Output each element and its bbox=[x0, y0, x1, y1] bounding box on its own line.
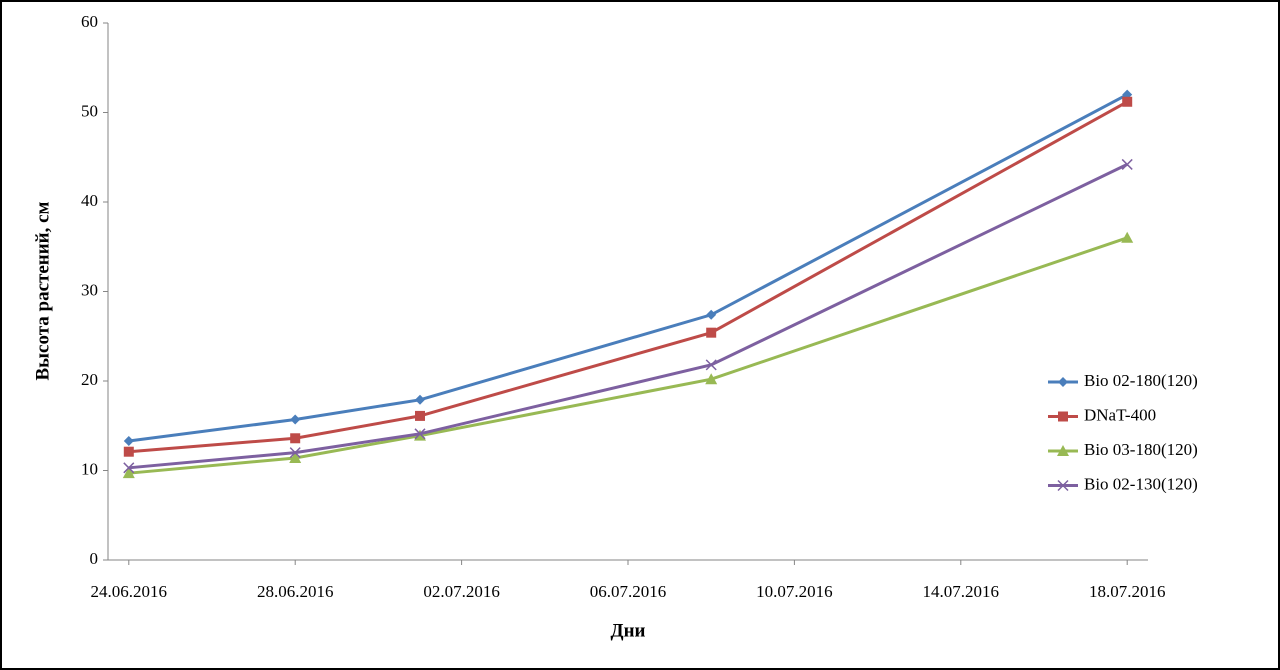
marker bbox=[123, 462, 135, 474]
y-tick-label: 40 bbox=[81, 191, 98, 210]
marker bbox=[414, 428, 426, 440]
x-tick-label: 24.06.2016 bbox=[91, 582, 168, 601]
x-tick-label: 10.07.2016 bbox=[756, 582, 833, 601]
y-tick-label: 20 bbox=[81, 370, 98, 389]
y-tick-label: 10 bbox=[81, 459, 98, 478]
marker bbox=[122, 467, 135, 479]
marker bbox=[123, 435, 134, 446]
x-tick-label: 06.07.2016 bbox=[590, 582, 667, 601]
x-axis-title: Дни bbox=[611, 620, 646, 641]
marker bbox=[705, 373, 718, 385]
marker bbox=[290, 433, 301, 444]
marker bbox=[706, 327, 717, 338]
marker bbox=[1057, 445, 1069, 456]
marker bbox=[1121, 231, 1134, 243]
legend-label: DNaT-400 bbox=[1084, 405, 1156, 424]
y-tick-label: 50 bbox=[81, 101, 98, 120]
marker bbox=[415, 410, 425, 421]
legend-label: Bio 02-130(120) bbox=[1084, 474, 1198, 493]
marker bbox=[289, 451, 302, 463]
marker bbox=[1058, 377, 1068, 387]
marker bbox=[1121, 158, 1133, 170]
y-tick-label: 30 bbox=[81, 280, 98, 299]
marker bbox=[289, 447, 301, 459]
marker bbox=[705, 359, 717, 371]
marker bbox=[1057, 479, 1069, 492]
x-tick-label: 18.07.2016 bbox=[1089, 582, 1166, 601]
x-tick-label: 28.06.2016 bbox=[257, 582, 334, 601]
legend-label: Bio 02-180(120) bbox=[1084, 371, 1198, 390]
y-axis-title: Высота растений, см bbox=[32, 201, 53, 380]
marker bbox=[1122, 96, 1133, 107]
marker bbox=[415, 394, 425, 405]
marker bbox=[290, 414, 301, 425]
x-tick-label: 14.07.2016 bbox=[923, 582, 1000, 601]
marker bbox=[706, 309, 717, 320]
marker bbox=[1058, 411, 1068, 422]
y-tick-label: 60 bbox=[81, 12, 98, 31]
y-tick-label: 0 bbox=[90, 549, 99, 568]
legend-label: Bio 03-180(120) bbox=[1084, 440, 1198, 459]
marker bbox=[123, 446, 134, 457]
x-tick-label: 02.07.2016 bbox=[423, 582, 500, 601]
